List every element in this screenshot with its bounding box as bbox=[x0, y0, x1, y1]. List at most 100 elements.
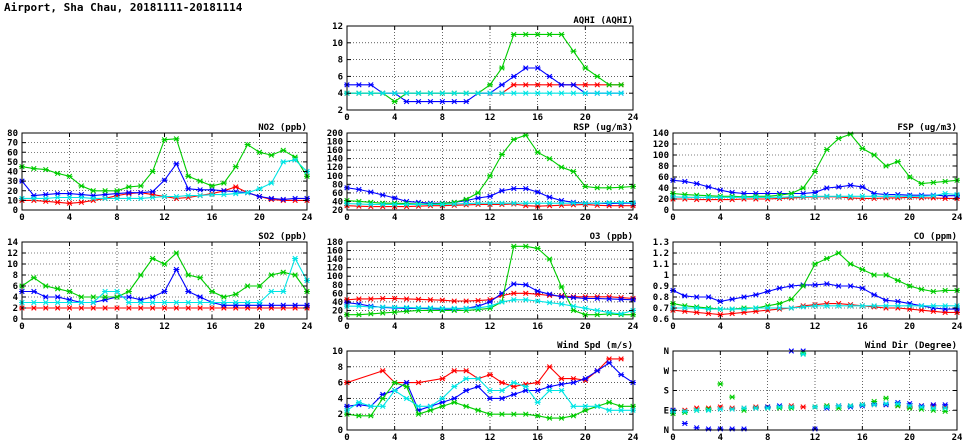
data-point-blue bbox=[534, 288, 541, 294]
y-tick-label: 180 bbox=[327, 238, 343, 248]
data-point-red bbox=[546, 364, 553, 370]
data-point-blue bbox=[149, 189, 156, 195]
data-point-blue bbox=[570, 379, 577, 386]
data-point-cyan bbox=[776, 305, 783, 311]
data-point-red bbox=[475, 297, 482, 304]
data-point-cyan bbox=[823, 404, 830, 410]
data-point-green bbox=[197, 178, 204, 184]
data-point-green bbox=[859, 145, 866, 152]
x-tick-label: 20 bbox=[904, 322, 915, 332]
data-point-cyan bbox=[681, 305, 688, 311]
data-point-green bbox=[403, 383, 410, 390]
y-tick-label: 1 bbox=[664, 271, 669, 281]
data-point-blue bbox=[439, 399, 446, 406]
data-point-cyan bbox=[618, 407, 625, 413]
data-point-green bbox=[185, 272, 192, 278]
data-point-cyan bbox=[379, 201, 386, 208]
data-point-green bbox=[232, 163, 239, 170]
x-tick-label: 24 bbox=[302, 322, 313, 332]
data-point-green bbox=[594, 185, 601, 191]
data-point-blue bbox=[618, 296, 625, 303]
data-point-green bbox=[149, 255, 156, 262]
data-point-blue bbox=[498, 395, 505, 402]
y-tick-label: W bbox=[664, 367, 670, 377]
data-point-cyan bbox=[729, 406, 736, 412]
x-tick-label: 4 bbox=[718, 322, 724, 332]
plot-frame bbox=[346, 132, 634, 211]
x-tick-label: 0 bbox=[344, 322, 349, 332]
data-point-red bbox=[379, 295, 386, 302]
data-point-cyan bbox=[788, 194, 795, 200]
data-point-cyan bbox=[894, 193, 901, 199]
data-point-cyan bbox=[463, 375, 470, 382]
x-tick-label: 20 bbox=[904, 433, 915, 443]
y-tick-label: 80 bbox=[7, 129, 18, 139]
data-point-blue bbox=[487, 395, 493, 402]
data-point-green bbox=[918, 180, 925, 187]
data-point-cyan bbox=[823, 193, 830, 199]
data-point-green bbox=[30, 275, 37, 281]
x-tick-label: 4 bbox=[718, 213, 724, 223]
data-point-cyan bbox=[942, 303, 949, 309]
x-tick-label: 20 bbox=[904, 213, 915, 223]
data-point-blue bbox=[197, 187, 204, 193]
data-point-cyan bbox=[606, 407, 613, 413]
data-point-red bbox=[546, 203, 553, 209]
data-point-blue bbox=[812, 282, 818, 288]
data-point-cyan bbox=[427, 201, 434, 208]
data-point-blue bbox=[546, 383, 553, 390]
data-point-cyan bbox=[185, 299, 192, 306]
data-point-red bbox=[705, 310, 712, 317]
data-point-green bbox=[788, 296, 795, 302]
data-point-cyan bbox=[906, 403, 913, 409]
data-point-cyan bbox=[558, 387, 565, 394]
data-point-blue bbox=[835, 283, 842, 289]
data-point-blue bbox=[681, 178, 688, 185]
y-tick-label: N bbox=[664, 426, 669, 436]
data-point-cyan bbox=[788, 305, 795, 311]
data-point-blue bbox=[54, 190, 61, 197]
data-point-cyan bbox=[606, 309, 613, 316]
data-point-cyan bbox=[800, 304, 807, 310]
data-point-red bbox=[522, 290, 529, 297]
data-point-cyan bbox=[355, 90, 362, 96]
x-tick-label: 12 bbox=[485, 322, 496, 332]
data-point-blue bbox=[522, 65, 529, 71]
data-point-cyan bbox=[618, 311, 625, 317]
data-point-green bbox=[66, 288, 73, 295]
data-point-green bbox=[161, 261, 168, 267]
x-tick-label: 4 bbox=[718, 433, 724, 443]
data-point-green bbox=[256, 283, 263, 289]
data-point-green bbox=[114, 294, 120, 300]
y-tick-label: 20 bbox=[332, 306, 343, 316]
data-point-cyan bbox=[66, 299, 73, 306]
y-tick-label: 0 bbox=[13, 206, 18, 216]
data-point-cyan bbox=[173, 299, 180, 306]
y-tick-label: 20 bbox=[332, 206, 343, 216]
data-point-green bbox=[906, 174, 913, 180]
x-tick-label: 12 bbox=[159, 213, 170, 223]
data-point-red bbox=[717, 311, 724, 318]
data-point-cyan bbox=[705, 194, 712, 201]
data-point-cyan bbox=[883, 193, 889, 199]
data-point-red bbox=[149, 191, 156, 198]
data-point-cyan bbox=[292, 157, 299, 163]
data-point-red bbox=[90, 305, 97, 311]
data-point-cyan bbox=[918, 404, 925, 410]
data-point-blue bbox=[102, 191, 109, 198]
data-point-cyan bbox=[534, 90, 541, 96]
data-point-blue bbox=[379, 192, 386, 198]
data-point-cyan bbox=[498, 299, 505, 305]
data-point-cyan bbox=[102, 195, 109, 202]
data-point-cyan bbox=[427, 90, 434, 96]
data-point-green bbox=[847, 261, 854, 267]
data-point-cyan bbox=[137, 299, 144, 306]
data-point-cyan bbox=[197, 192, 204, 199]
data-point-cyan bbox=[570, 303, 577, 309]
data-point-cyan bbox=[475, 200, 482, 206]
x-tick-label: 16 bbox=[857, 322, 868, 332]
data-point-red bbox=[220, 305, 227, 311]
data-point-cyan bbox=[102, 288, 109, 295]
y-tick-label: S bbox=[664, 387, 669, 397]
data-point-blue bbox=[149, 294, 156, 300]
